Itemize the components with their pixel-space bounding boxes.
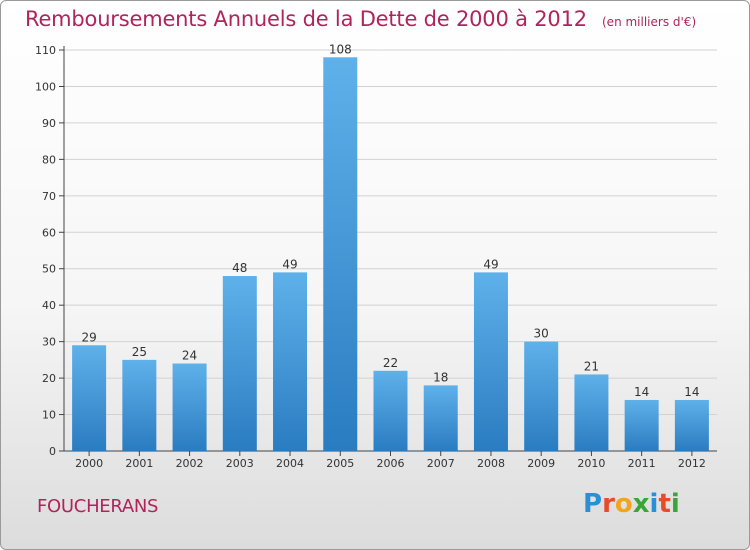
bar — [373, 370, 408, 451]
data-label: 24 — [182, 349, 197, 363]
bar — [222, 276, 257, 451]
bar — [323, 57, 358, 452]
bar — [524, 341, 559, 451]
y-tick-label: 40 — [42, 299, 56, 312]
bar — [72, 345, 107, 451]
logo-letter: r — [602, 489, 615, 519]
bar — [273, 272, 308, 451]
data-label: 30 — [534, 327, 549, 341]
x-tick-label: 2004 — [276, 457, 304, 470]
y-tick-label: 20 — [42, 372, 56, 385]
x-tick-label: 2011 — [628, 457, 656, 470]
x-tick-label: 2000 — [75, 457, 103, 470]
x-tick-label: 2003 — [226, 457, 254, 470]
commune-name: FOUCHERANS — [37, 496, 159, 517]
x-tick-label: 2010 — [577, 457, 605, 470]
x-tick-label: 2006 — [377, 457, 405, 470]
data-label: 48 — [232, 261, 247, 275]
x-tick-label: 2009 — [527, 457, 555, 470]
data-label: 18 — [433, 370, 448, 384]
logo-letter: o — [614, 489, 633, 519]
y-tick-label: 10 — [42, 409, 56, 422]
y-tick-label: 90 — [42, 117, 56, 130]
y-tick-label: 0 — [49, 445, 56, 458]
data-label: 21 — [584, 359, 599, 373]
bar — [624, 399, 659, 451]
x-tick-label: 2005 — [326, 457, 354, 470]
x-tick-label: 2001 — [125, 457, 153, 470]
y-tick-label: 100 — [35, 80, 56, 93]
logo-letter: i — [649, 489, 659, 519]
bar — [172, 363, 207, 451]
logo-letter: P — [583, 489, 603, 519]
bar — [674, 399, 709, 451]
x-tick-label: 2002 — [176, 457, 204, 470]
x-tick-label: 2008 — [477, 457, 505, 470]
bar — [122, 359, 157, 451]
data-label: 22 — [383, 356, 398, 370]
data-label: 49 — [282, 257, 297, 271]
bar — [423, 385, 458, 451]
proxiti-logo: Proxiti — [583, 489, 680, 519]
y-tick-label: 50 — [42, 263, 56, 276]
x-tick-label: 2012 — [678, 457, 706, 470]
data-label: 25 — [132, 345, 147, 359]
logo-letter: i — [670, 489, 680, 519]
logo-letter: t — [658, 489, 671, 519]
logo-letter: x — [632, 489, 650, 519]
y-tick-label: 80 — [42, 153, 56, 166]
y-tick-label: 60 — [42, 226, 56, 239]
bar — [473, 272, 508, 451]
data-label: 49 — [483, 257, 498, 271]
bar — [574, 374, 609, 451]
data-label: 29 — [81, 330, 96, 344]
data-label: 14 — [684, 385, 699, 399]
unit-note: (en milliers d'€) — [602, 15, 697, 29]
title-row: Remboursements Annuels de la Dette de 20… — [25, 7, 696, 31]
data-label: 14 — [634, 385, 649, 399]
y-tick-label: 110 — [35, 44, 56, 57]
x-tick-label: 2007 — [427, 457, 455, 470]
y-tick-label: 70 — [42, 190, 56, 203]
chart-title: Remboursements Annuels de la Dette de 20… — [25, 7, 587, 31]
y-tick-label: 30 — [42, 336, 56, 349]
data-label: 108 — [329, 42, 352, 56]
